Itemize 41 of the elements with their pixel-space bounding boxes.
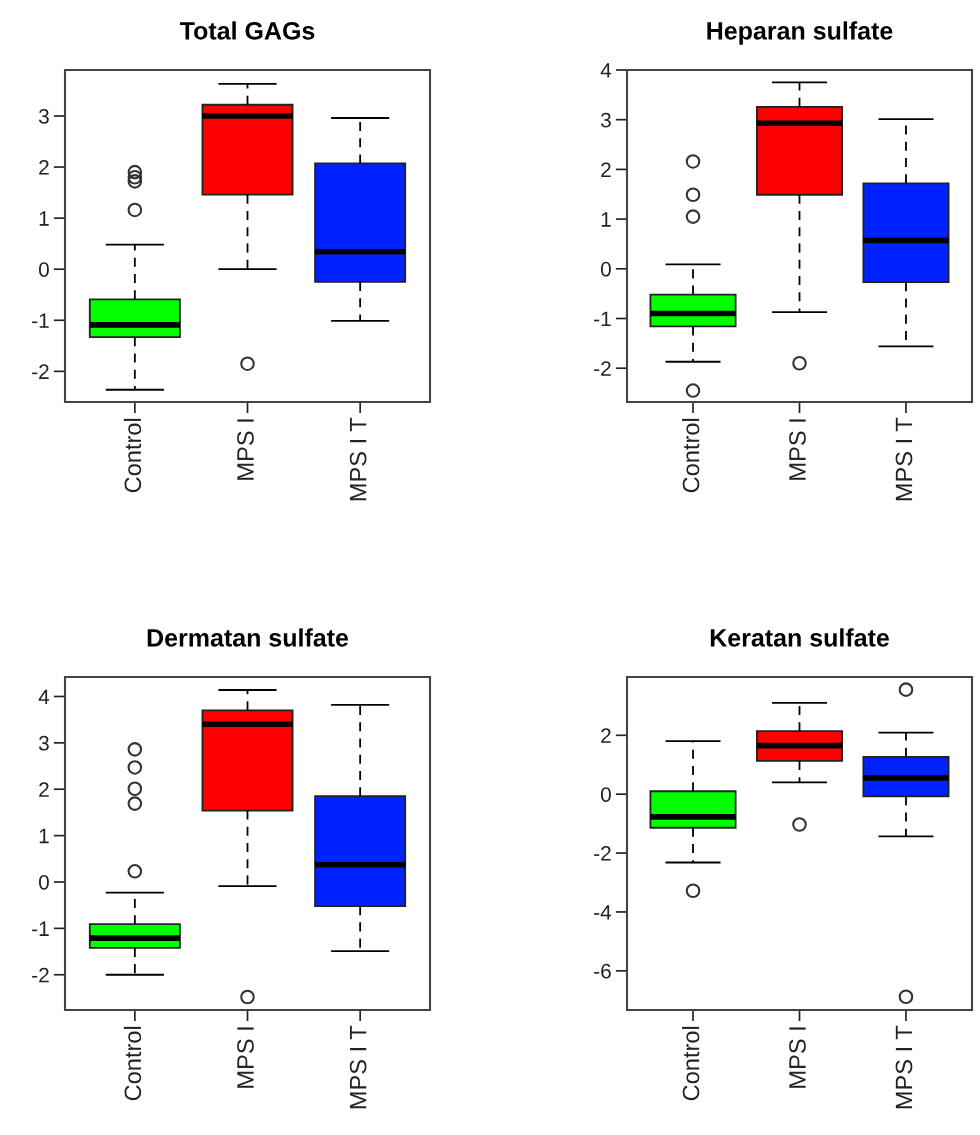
y-tick-label: 3 — [600, 112, 611, 128]
x-tick-label: MPS I — [237, 419, 254, 480]
y-tick-label: 1 — [601, 212, 611, 227]
y-tick-label: 2 — [601, 728, 611, 743]
x-tick-label: MPS I — [789, 1027, 806, 1088]
y-tick-label: 2 — [39, 782, 49, 797]
y-tick-label: 3 — [38, 108, 49, 124]
x-tick-label: Control — [123, 1026, 142, 1101]
y-tick-label: 4 — [38, 689, 50, 705]
x-tick-label: MPS I T — [349, 417, 367, 501]
y-tick-label: -1 — [594, 311, 611, 327]
y-tick-label: 0 — [38, 875, 49, 890]
y-tick-label: 4 — [600, 63, 612, 78]
chart-title: Dermatan sulfate — [147, 628, 349, 647]
y-tick-label: -2 — [32, 364, 49, 379]
y-tick-label: -2 — [594, 846, 611, 861]
chart-title: Heparan sulfate — [707, 21, 893, 45]
y-tick-label: -2 — [32, 967, 49, 983]
y-tick-label: -2 — [594, 361, 611, 376]
y-tick-label: 1 — [39, 211, 49, 226]
x-tick-label: MPS I — [237, 1027, 254, 1088]
y-tick-label: 1 — [39, 828, 49, 844]
y-tick-label: 2 — [601, 162, 611, 177]
y-tick-label: 2 — [39, 160, 49, 175]
y-tick-label: -4 — [594, 905, 612, 920]
x-tick-label: MPS I T — [895, 1025, 913, 1109]
y-tick-label: 0 — [600, 261, 611, 277]
x-tick-label: MPS I T — [895, 417, 913, 501]
y-tick-label: -1 — [32, 921, 49, 936]
y-tick-label: 3 — [38, 735, 49, 751]
x-tick-label: MPS I — [789, 419, 806, 480]
chart-title: Total GAGs — [179, 21, 315, 40]
y-tick-label: 0 — [38, 262, 49, 277]
x-tick-label: Control — [682, 418, 700, 493]
y-tick-label: 0 — [600, 787, 611, 802]
x-tick-label: Control — [123, 418, 142, 493]
chart-title: Keratan sulfate — [710, 628, 889, 647]
y-tick-label: -6 — [594, 963, 611, 979]
x-tick-label: Control — [682, 1026, 700, 1101]
y-tick-label: -1 — [32, 313, 49, 328]
x-tick-label: MPS I T — [349, 1025, 367, 1109]
